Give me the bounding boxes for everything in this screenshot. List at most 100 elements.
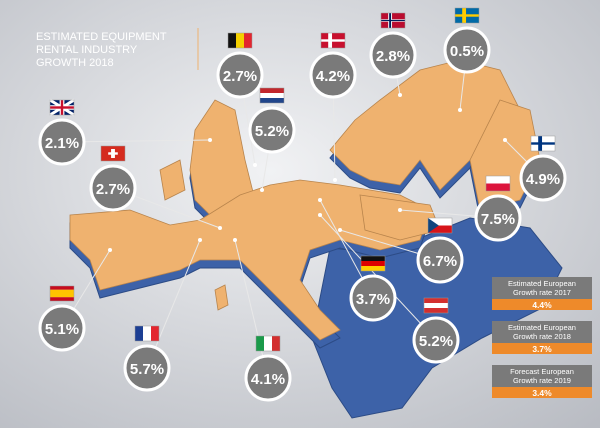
value-label: 2.7% (96, 181, 130, 198)
value-label: 5.2% (419, 333, 453, 350)
flag (49, 98, 75, 117)
flag (134, 325, 160, 342)
country-marker: 0.5% (443, 7, 491, 74)
flag (49, 285, 75, 302)
flag-stripe (272, 336, 280, 351)
summary-value-box (492, 343, 592, 354)
flag-border (255, 335, 281, 352)
value-label: 5.7% (130, 361, 164, 378)
flag-border (49, 99, 75, 116)
country-marker: 5.2% (412, 297, 460, 364)
leader-dot (458, 108, 462, 112)
flag-stripe (50, 289, 74, 294)
value-circle (412, 316, 460, 364)
flag-stripe (424, 308, 448, 313)
flag-border (530, 135, 556, 152)
summary-header (492, 365, 592, 387)
country-marker: 5.1% (38, 285, 86, 352)
country-marker: 4.2% (309, 32, 357, 99)
flag-stripe (486, 176, 510, 184)
value-circle (248, 106, 296, 154)
leader-dot (503, 138, 507, 142)
value-circle (474, 194, 522, 242)
poland (359, 194, 441, 241)
summary-value: 4.4% (532, 300, 552, 310)
summary-value: 3.4% (532, 388, 552, 398)
flag-stripe (236, 33, 244, 48)
ireland (159, 159, 186, 201)
summary-caption: Forecast European (510, 367, 574, 376)
flag-stripe (151, 326, 159, 341)
flag-stripe (361, 266, 385, 271)
value-circle (89, 164, 137, 212)
flag (427, 217, 453, 234)
flag-stripe (244, 33, 252, 48)
flag-stripe (260, 93, 284, 98)
flag-stripe (424, 298, 448, 303)
flag-border (100, 145, 126, 162)
value-circle (416, 236, 464, 284)
flag-stripe (50, 297, 74, 301)
summary-caption: Estimated European (508, 279, 576, 288)
title-line: GROWTH 2018 (36, 57, 114, 69)
summary-header (492, 321, 592, 343)
flag-stripe (260, 98, 284, 103)
flag-stripe (50, 286, 74, 290)
flag (320, 32, 346, 49)
country-marker: 6.7% (416, 217, 464, 284)
value-label: 4.1% (251, 371, 285, 388)
flag (485, 175, 511, 192)
flag (380, 12, 406, 29)
flag-border (423, 297, 449, 314)
flag-border (134, 325, 160, 342)
leader-dot (333, 178, 337, 182)
value-circle (309, 51, 357, 99)
value-circle (349, 274, 397, 322)
country-marker: 7.5% (474, 175, 522, 242)
value-circle (216, 51, 264, 99)
flag (360, 255, 386, 272)
leader-dot (260, 188, 264, 192)
leader-dot (398, 208, 402, 212)
value-circle (519, 154, 567, 202)
flag (423, 297, 449, 314)
country-marker: 2.1% (38, 98, 86, 166)
leader-dot (233, 238, 237, 242)
leader-line (61, 139, 211, 143)
summary-caption: Growth rate 2018 (513, 332, 571, 341)
flag-stripe (50, 293, 74, 298)
country-marker: 5.7% (123, 325, 171, 392)
flag (454, 7, 480, 24)
flag-stripe (428, 225, 452, 233)
flag-border (360, 255, 386, 272)
value-label: 2.1% (45, 135, 79, 152)
flag-stripe (256, 336, 264, 351)
flag-border (485, 175, 511, 192)
leader-dot (218, 226, 222, 230)
country-marker: 3.7% (349, 255, 397, 322)
value-label: 3.7% (356, 291, 390, 308)
leader-dot (318, 213, 322, 217)
value-label: 2.7% (223, 68, 257, 85)
country-marker: 4.9% (519, 135, 567, 202)
flag-stripe (424, 303, 448, 308)
flag (259, 87, 285, 104)
leader-dot (398, 93, 402, 97)
value-label: 0.5% (450, 43, 484, 60)
flag-cross (455, 14, 479, 17)
leader-dot (253, 163, 257, 167)
flag (100, 145, 126, 162)
value-label: 2.8% (376, 48, 410, 65)
flag-border (320, 32, 346, 49)
flag-border (380, 12, 406, 29)
value-circle (38, 304, 86, 352)
value-circle (244, 354, 292, 402)
summary-header (492, 277, 592, 299)
flag-stripe (361, 256, 385, 261)
flag-border (227, 32, 253, 49)
title-line: ESTIMATED EQUIPMENT (36, 31, 167, 43)
title-line: RENTAL INDUSTRY (36, 44, 138, 56)
value-label: 4.2% (316, 68, 350, 85)
flag-cross (108, 152, 118, 155)
summary-caption: Growth rate 2017 (513, 288, 571, 297)
